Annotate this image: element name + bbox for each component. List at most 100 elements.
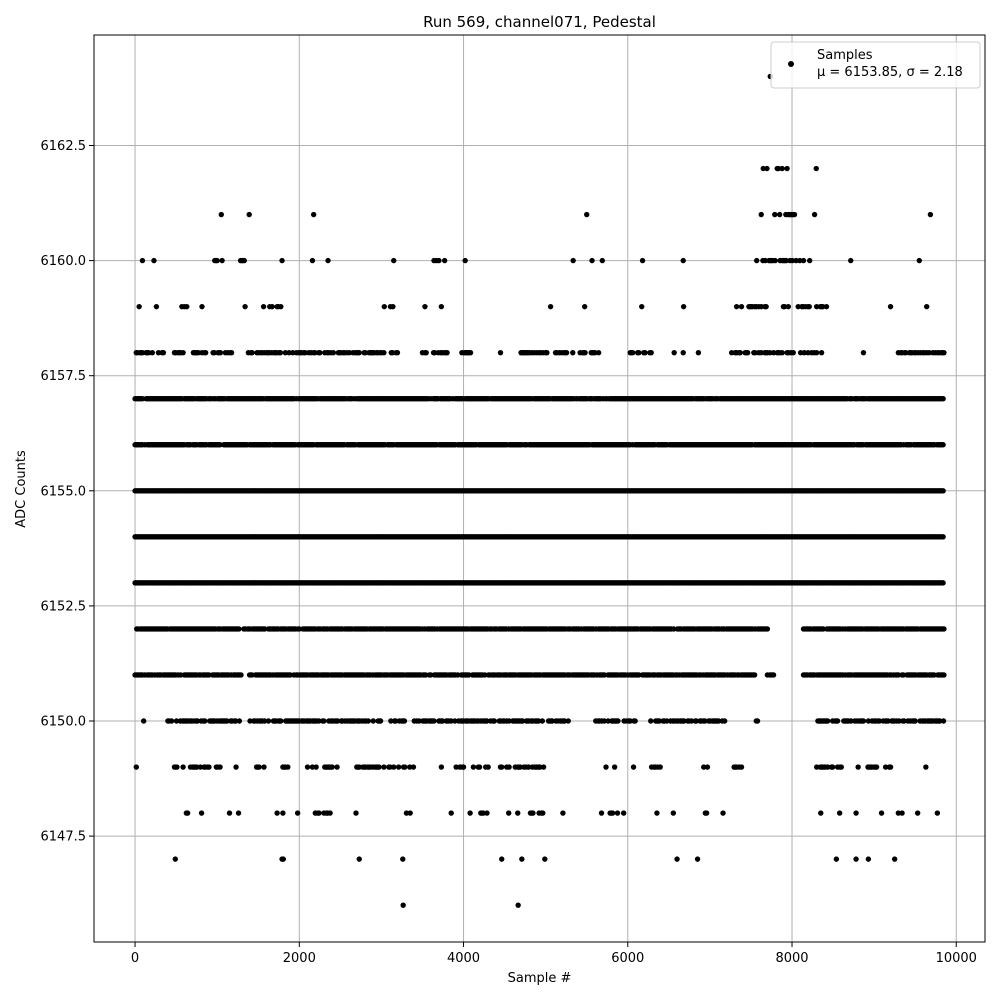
data-point (860, 349, 867, 356)
data-point (304, 764, 311, 770)
data-point (570, 257, 576, 264)
data-point (278, 303, 284, 310)
data-point (238, 672, 244, 678)
data-point (885, 718, 891, 724)
data-point (506, 718, 512, 724)
data-point (214, 257, 220, 264)
data-point (589, 257, 595, 264)
data-point (145, 349, 152, 356)
data-point (173, 718, 180, 724)
data-point (544, 349, 550, 356)
data-point (317, 349, 323, 356)
data-point (519, 718, 526, 724)
data-point (310, 211, 317, 218)
data-point (764, 626, 771, 632)
data-point (217, 442, 223, 448)
data-point (823, 303, 830, 310)
data-point (582, 349, 588, 356)
data-point (194, 718, 201, 724)
data-point (806, 257, 813, 264)
data-point (448, 718, 454, 724)
data-point (329, 764, 335, 770)
data-point (151, 257, 157, 264)
data-point (923, 303, 930, 310)
data-point (758, 211, 764, 218)
data-point (865, 718, 872, 724)
data-point (737, 349, 743, 356)
data-point (139, 257, 146, 264)
data-point (818, 349, 825, 356)
data-point (256, 764, 262, 770)
data-point (180, 349, 186, 356)
data-point (393, 718, 399, 724)
data-point (795, 303, 801, 310)
data-point (416, 718, 422, 724)
data-point (648, 349, 654, 356)
data-point (444, 349, 450, 356)
data-point (605, 718, 611, 724)
data-point (941, 626, 947, 632)
data-point (940, 718, 947, 724)
data-point (388, 718, 394, 724)
data-point (940, 580, 946, 586)
data-point (793, 257, 799, 264)
data-point (389, 349, 396, 356)
data-point (330, 349, 337, 356)
data-point (296, 626, 302, 632)
data-point (377, 718, 384, 724)
data-point (140, 718, 147, 724)
data-point (789, 257, 796, 264)
data-point (241, 257, 247, 264)
data-point (860, 718, 867, 724)
data-point (265, 718, 272, 724)
data-point (290, 349, 296, 356)
data-point (174, 764, 180, 770)
data-point (206, 764, 212, 770)
data-point (848, 718, 854, 724)
data-point (887, 303, 894, 310)
data-point (233, 764, 239, 770)
data-point (927, 211, 934, 218)
data-point (751, 672, 758, 678)
data-point (895, 672, 902, 678)
data-point (427, 672, 434, 678)
data-point (313, 764, 319, 770)
data-point (772, 211, 778, 218)
data-point (813, 349, 820, 356)
data-point (334, 718, 341, 724)
data-point (217, 764, 223, 770)
data-points (132, 73, 947, 908)
data-point (202, 718, 208, 724)
data-point (228, 349, 235, 356)
data-point (695, 349, 702, 356)
data-point (926, 349, 932, 356)
data-point (738, 303, 745, 310)
data-point (779, 165, 785, 172)
data-point (262, 718, 268, 724)
data-point (224, 718, 230, 724)
data-point (784, 165, 790, 172)
data-point (688, 718, 695, 724)
data-point (246, 211, 252, 218)
data-point (206, 672, 212, 678)
data-point (547, 303, 554, 310)
data-point (197, 764, 204, 770)
data-point (630, 349, 636, 356)
data-point (581, 303, 588, 310)
data-point (133, 764, 139, 770)
data-point (656, 718, 663, 724)
data-point (642, 349, 648, 356)
data-point (901, 718, 907, 724)
data-point (195, 349, 201, 356)
data-point (702, 718, 708, 724)
data-point (681, 718, 687, 724)
data-point (561, 718, 568, 724)
data-point (770, 349, 777, 356)
data-point (321, 718, 327, 724)
data-point (805, 349, 811, 356)
data-point (772, 257, 778, 264)
data-point (601, 672, 608, 678)
data-point (316, 718, 322, 724)
data-point (779, 349, 785, 356)
data-point (177, 672, 184, 678)
